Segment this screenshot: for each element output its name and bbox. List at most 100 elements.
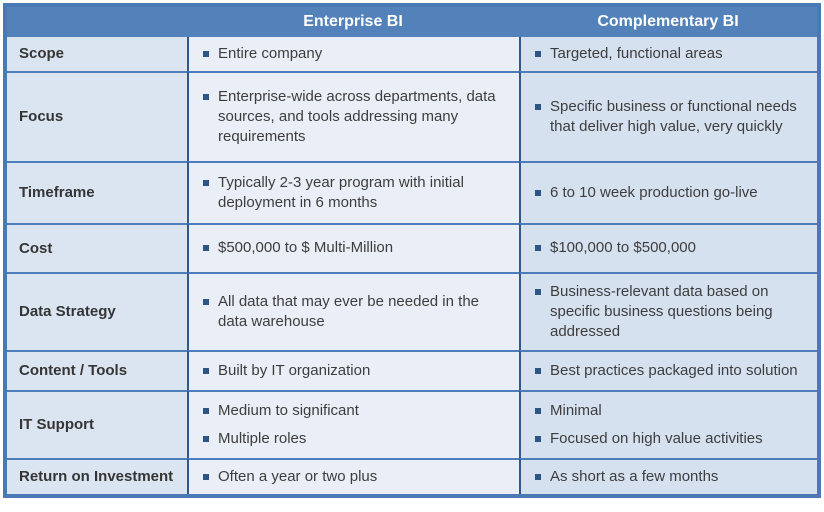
bullet-list: Targeted, functional areas [535, 44, 805, 64]
row-label: Scope [7, 37, 187, 71]
bullet-text: Best practices packaged into solution [550, 361, 798, 379]
square-bullet-icon [535, 245, 541, 252]
bullet-list: Specific business or functional needs th… [535, 97, 805, 137]
bullet-list: Best practices packaged into solution [535, 361, 805, 381]
bullet-item: Business-relevant data based on specific… [535, 282, 805, 341]
bullet-text: Often a year or two plus [218, 467, 378, 485]
square-bullet-icon [203, 436, 209, 443]
row-label: Return on Investment [7, 457, 187, 494]
bullet-text: Targeted, functional areas [550, 45, 723, 62]
bullet-item: Built by IT organization [203, 361, 507, 381]
enterprise-bi-cell: Typically 2-3 year program with initial … [187, 160, 519, 223]
bullet-list: $100,000 to $500,000 [535, 238, 805, 258]
table-row: Cost $500,000 to $ Multi-Million $100,000 … [7, 222, 817, 272]
enterprise-bi-cell: $500,000 to $ Multi-Million [187, 222, 519, 272]
bullet-text: $500,000 to $ Multi-Million [218, 239, 394, 257]
enterprise-bi-cell: Medium to significant Multiple roles [187, 389, 519, 458]
bullet-item: $500,000 to $ Multi-Million [203, 238, 507, 258]
bullet-list: Minimal Focused on high value activities [535, 401, 805, 450]
complementary-bi-cell: 6 to 10 week production go-live [519, 160, 817, 223]
bullet-list: Entire company [203, 44, 507, 64]
square-bullet-icon [203, 94, 209, 101]
bullet-item: Often a year or two plus [203, 467, 507, 487]
complementary-bi-cell: As short as a few months [519, 457, 817, 494]
bullet-item: Best practices packaged into solution [535, 361, 805, 381]
header-row: Enterprise BI Complementary BI [7, 7, 817, 37]
square-bullet-icon [535, 104, 541, 110]
square-bullet-icon [203, 180, 209, 186]
complementary-bi-cell: $100,000 to $500,000 [519, 222, 817, 272]
bullet-item: Minimal [535, 401, 805, 421]
square-bullet-icon [203, 367, 209, 374]
bullet-list: 6 to 10 week production go-live [535, 183, 805, 203]
enterprise-bi-cell: Often a year or two plus [187, 457, 519, 494]
bullet-text: Typically 2-3 year program with initial … [218, 174, 464, 211]
square-bullet-icon [535, 407, 541, 414]
bullet-item: Medium to significant [203, 401, 507, 421]
table-row: Timeframe Typically 2-3 year program with… [7, 160, 817, 223]
table-row: Return on Investment Often a year or two … [7, 457, 817, 494]
bullet-text: $100,000 to $500,000 [550, 239, 696, 257]
bullet-item: Multiple roles [203, 429, 507, 449]
enterprise-bi-cell: Enterprise-wide across departments, data… [187, 70, 519, 161]
square-bullet-icon [203, 407, 209, 414]
enterprise-bi-cell: Entire company [187, 37, 519, 71]
square-bullet-icon [535, 367, 541, 374]
bullet-item: All data that may ever be needed in the … [203, 292, 507, 332]
square-bullet-icon [203, 245, 209, 252]
bullet-text: Entire company [218, 45, 323, 62]
square-bullet-icon [535, 289, 541, 296]
row-label: Cost [7, 222, 187, 272]
square-bullet-icon [203, 299, 209, 305]
bullet-item: Typically 2-3 year program with initial … [203, 173, 507, 213]
bullet-item: Enterprise-wide across departments, data… [203, 87, 507, 146]
row-label: Focus [7, 70, 187, 161]
bullet-list: Built by IT organization [203, 361, 507, 381]
complementary-bi-cell: Targeted, functional areas [519, 37, 817, 71]
bullet-text: Medium to significant [218, 401, 359, 419]
bullet-list: All data that may ever be needed in the … [203, 292, 507, 332]
bullet-text: As short as a few months [550, 467, 719, 485]
bullet-list: As short as a few months [535, 467, 805, 487]
row-label: IT Support [7, 389, 187, 458]
bullet-list: Typically 2-3 year program with initial … [203, 173, 507, 213]
bullet-item: Specific business or functional needs th… [535, 97, 805, 137]
header-corner-cell [7, 7, 187, 37]
row-label: Data Strategy [7, 271, 187, 350]
bullet-text: Multiple roles [218, 430, 307, 448]
bullet-item: 6 to 10 week production go-live [535, 183, 805, 203]
bullet-text: Minimal [550, 401, 602, 419]
table-row: Focus Enterprise-wide across departments,… [7, 70, 817, 161]
bullet-item: Focused on high value activities [535, 429, 805, 449]
row-label: Content / Tools [7, 349, 187, 390]
table-row: IT Support Medium to significant Multiple … [7, 389, 817, 458]
enterprise-bi-cell: All data that may ever be needed in the … [187, 271, 519, 350]
square-bullet-icon [535, 473, 541, 480]
square-bullet-icon [203, 51, 209, 57]
column-header-enterprise-bi: Enterprise BI [187, 7, 519, 37]
row-label: Timeframe [7, 160, 187, 223]
bullet-list: $500,000 to $ Multi-Million [203, 238, 507, 258]
bullet-item: Targeted, functional areas [535, 44, 805, 64]
bullet-item: $100,000 to $500,000 [535, 238, 805, 258]
bullet-text: Specific business or functional needs th… [550, 98, 797, 135]
bullet-list: Enterprise-wide across departments, data… [203, 87, 507, 146]
table-row: Scope Entire company Targeted, functional … [7, 37, 817, 71]
bullet-item: Entire company [203, 44, 507, 64]
complementary-bi-cell: Minimal Focused on high value activities [519, 389, 817, 458]
table-row: Data Strategy All data that may ever be n… [7, 271, 817, 350]
bullet-list: Business-relevant data based on specific… [535, 282, 805, 341]
bullet-text: All data that may ever be needed in the … [218, 293, 480, 330]
square-bullet-icon [203, 473, 209, 480]
complementary-bi-cell: Business-relevant data based on specific… [519, 271, 817, 350]
square-bullet-icon [535, 51, 541, 57]
bullet-list: Medium to significant Multiple roles [203, 401, 507, 450]
table-body: Scope Entire company Targeted, functional … [7, 37, 817, 494]
bullet-list: Often a year or two plus [203, 467, 507, 487]
column-header-complementary-bi: Complementary BI [519, 7, 817, 37]
bullet-text: Enterprise-wide across departments, data… [218, 88, 496, 145]
square-bullet-icon [535, 189, 541, 196]
bullet-item: As short as a few months [535, 467, 805, 487]
bullet-text: 6 to 10 week production go-live [550, 183, 758, 201]
bullet-text: Focused on high value activities [550, 430, 763, 448]
